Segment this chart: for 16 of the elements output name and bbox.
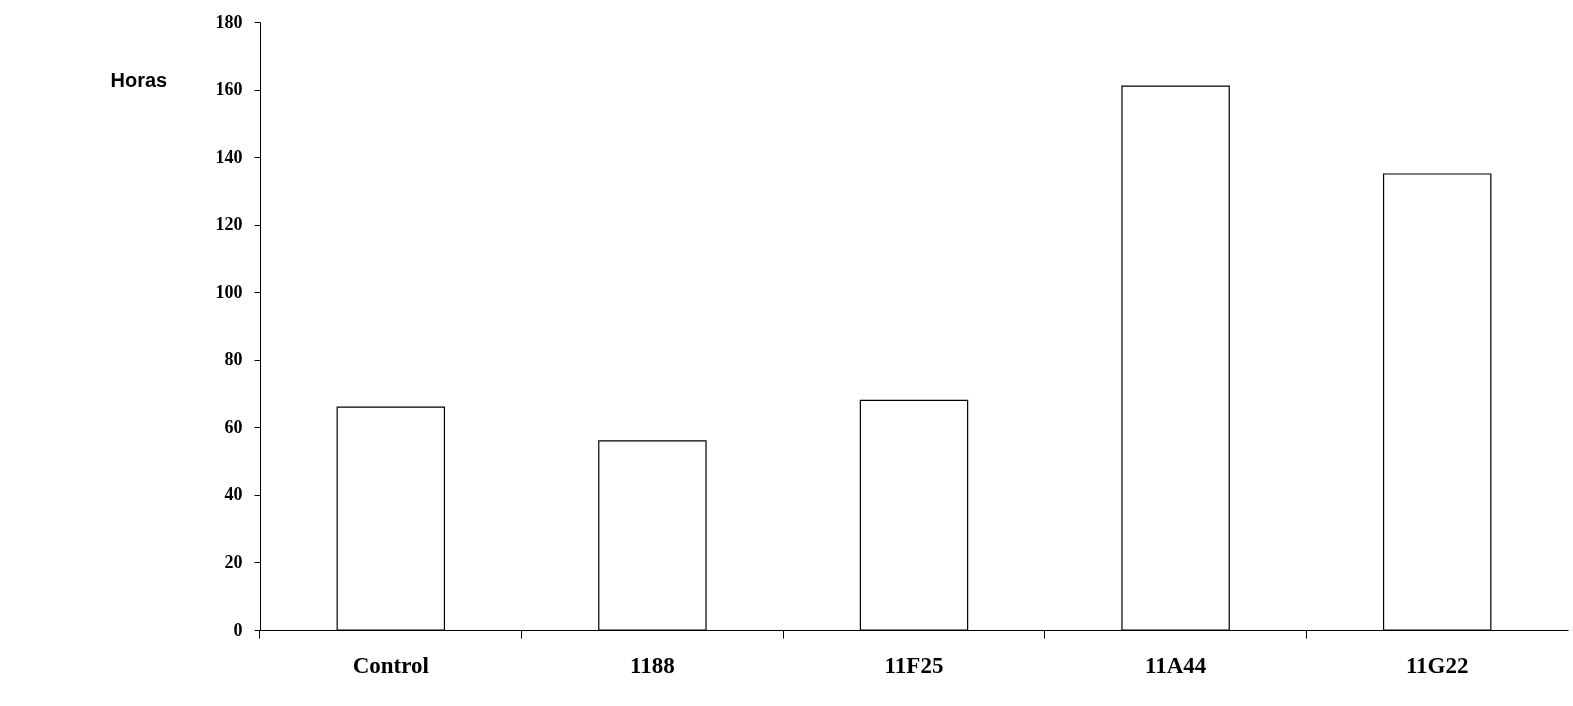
y-tick-label: 120 [215, 214, 243, 235]
x-tick-label: Control [352, 652, 429, 678]
x-tick-label: 1188 [630, 652, 675, 678]
y-tick-label: 0 [233, 619, 243, 640]
y-axis-title: Horas [110, 68, 168, 91]
y-tick-label: 100 [215, 281, 243, 302]
y-tick-label: 160 [215, 79, 243, 100]
x-tick-label: 11F25 [884, 652, 944, 678]
y-tick-label: 140 [215, 146, 243, 167]
x-tick-label: 11G22 [1405, 652, 1469, 678]
y-tick-label: 20 [224, 551, 243, 572]
y-tick-label: 60 [224, 416, 243, 437]
y-tick-label: 80 [224, 349, 243, 370]
x-tick-label: 11A44 [1144, 652, 1207, 678]
y-tick-label: 180 [215, 11, 243, 32]
y-tick-label: 40 [224, 484, 243, 505]
